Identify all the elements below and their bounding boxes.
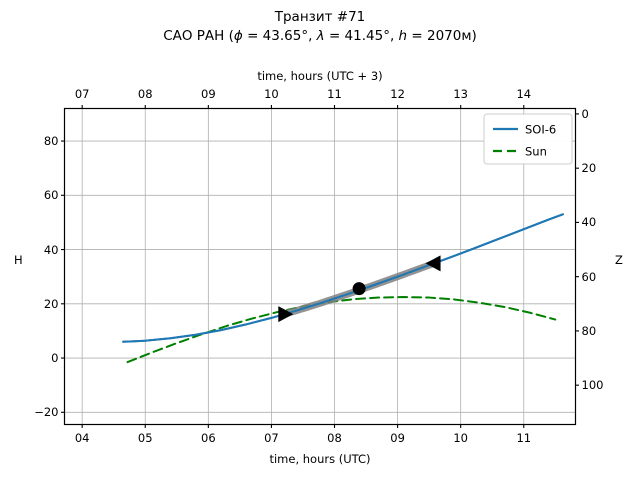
x-axis-top-label: time, hours (UTC + 3) — [257, 69, 383, 83]
transit-annotations — [122, 213, 564, 343]
x-tick-bottom-08: 08 — [327, 430, 342, 445]
x-tick-bottom-07: 07 — [264, 430, 279, 445]
series-line-sun — [126, 296, 557, 364]
y-tick-left-60: 60 — [43, 188, 59, 203]
x-tick-bottom-09: 09 — [390, 430, 405, 445]
y-tick-right-20: 20 — [581, 161, 597, 176]
x-tick-top-07: 07 — [74, 86, 90, 101]
y-tick-right-40: 40 — [581, 215, 597, 230]
y-tick-left-40: 40 — [43, 242, 59, 257]
x-tick-top-09: 09 — [201, 86, 216, 101]
x-axis-bottom-label: time, hours (UTC) — [269, 452, 371, 466]
x-tick-bottom-04: 04 — [74, 430, 90, 445]
x-tick-bottom-11: 11 — [516, 430, 532, 445]
x-tick-top-08: 08 — [137, 86, 153, 101]
x-tick-bottom-10: 10 — [453, 430, 468, 445]
y-tick-left-80: 80 — [43, 134, 59, 149]
plot-frame — [63, 107, 577, 426]
y-tick-left-20: 20 — [43, 296, 59, 311]
y-tick-right-80: 80 — [581, 323, 597, 338]
legend: SOI-6 Sun — [483, 113, 573, 165]
y-tick-left--20: −20 — [34, 405, 59, 420]
data-series — [122, 213, 564, 364]
transit-end-marker — [425, 255, 441, 272]
x-tick-top-12: 12 — [390, 86, 405, 101]
y-axis-right-label: Z — [615, 253, 623, 267]
transit-start-marker — [278, 306, 294, 323]
y-tick-left-0: 0 — [51, 351, 59, 366]
x-tick-top-11: 11 — [327, 86, 342, 101]
series-line-soi-6-overlay — [122, 213, 564, 343]
x-tick-top-13: 13 — [453, 86, 468, 101]
y-axis-left-label: H — [14, 253, 23, 267]
transit-culmination-marker — [352, 282, 366, 296]
series-line-soi-6 — [122, 213, 564, 343]
y-tick-right-0: 0 — [581, 106, 589, 121]
grid-lines — [64, 108, 576, 425]
legend-label-soi-6: SOI-6 — [525, 123, 556, 137]
x-tick-bottom-06: 06 — [201, 430, 216, 445]
x-tick-bottom-05: 05 — [137, 430, 153, 445]
x-tick-top-10: 10 — [264, 86, 279, 101]
y-tick-right-60: 60 — [581, 269, 597, 284]
legend-label-sun: Sun — [525, 145, 547, 159]
x-tick-top-14: 14 — [516, 86, 532, 101]
y-tick-right-100: 100 — [581, 378, 604, 393]
